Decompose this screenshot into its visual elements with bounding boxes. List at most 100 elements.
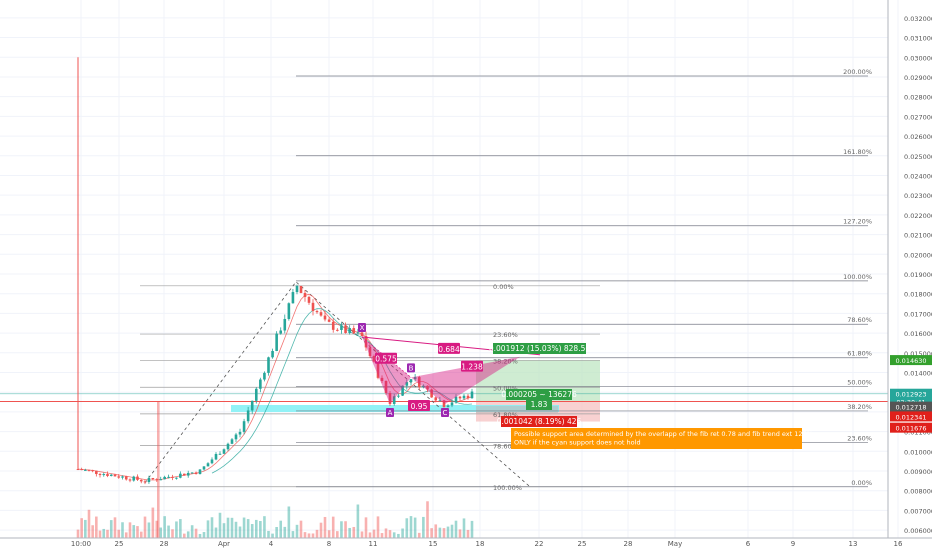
volume-bar: [218, 512, 222, 538]
volume-bar: [139, 531, 143, 538]
target-label: 0.001912 (15.03%) 828.56: [489, 344, 590, 353]
volume-bar: [190, 525, 194, 538]
candle-body: [271, 350, 274, 358]
fib-ret-label: 38.20%: [493, 358, 518, 366]
ratio-label: 1.83: [531, 400, 548, 409]
candle-body: [430, 389, 433, 398]
volume-bar: [113, 517, 117, 538]
volume-bar: [171, 529, 174, 538]
candle-body: [206, 463, 210, 467]
candle-body: [348, 328, 351, 334]
price-tick-label: 0.020000: [904, 251, 932, 259]
candle-body: [291, 292, 295, 304]
candle-body: [254, 388, 258, 401]
candle-body: [417, 377, 421, 388]
candle-body: [470, 391, 474, 399]
candle-body: [230, 439, 234, 444]
volume-bar: [368, 532, 372, 538]
volume-bar: [430, 528, 433, 538]
fib-ext-label: 38.20%: [847, 403, 872, 411]
volume-bar: [470, 520, 474, 538]
pattern-ratio-label: 0.95: [411, 402, 428, 411]
volume-bar: [405, 518, 409, 538]
candle-body: [384, 380, 388, 394]
volume-bar: [102, 528, 106, 538]
candle-body: [259, 379, 262, 389]
candle-body: [91, 470, 94, 472]
candle-body: [462, 395, 466, 399]
volume-bar: [450, 524, 454, 538]
candle-body: [299, 285, 303, 293]
pattern-point-badge: [358, 323, 366, 333]
candle-body: [121, 476, 124, 478]
price-badge-label: 0.012341: [895, 413, 926, 421]
pattern-point-label: A: [388, 409, 393, 417]
volume-bar: [401, 528, 404, 538]
candle-body: [132, 476, 136, 481]
price-tick-label: 0.022000: [904, 212, 932, 220]
volume-bar: [98, 530, 102, 538]
price-axis: 0.032000 0.031000 0.030000 0.029000 0.028000…: [887, 0, 932, 538]
entry-zone: [476, 405, 558, 413]
time-tick-label: 28: [624, 540, 633, 548]
fib-ext-label: 50.00%: [847, 378, 872, 386]
fib-ret-label: 100.00%: [493, 484, 522, 492]
candle-body: [446, 405, 450, 408]
candle-body: [242, 421, 246, 432]
candle-body: [450, 402, 454, 406]
overlays: 0.001912 (15.03%) 828.56 0.000205 ~ 13627…: [489, 343, 813, 449]
support-zone: [231, 405, 559, 413]
candle-body: [171, 476, 174, 478]
price-tick-label: 0.024000: [904, 172, 932, 180]
volume-bar: [397, 533, 400, 538]
time-tick-label: 10:00: [71, 540, 91, 548]
volume-bar: [422, 516, 425, 538]
candle-body: [352, 328, 356, 334]
volume-bar: [202, 532, 206, 538]
candle-body: [422, 385, 425, 388]
volume-bar: [315, 529, 319, 538]
volume-bar: [344, 521, 347, 538]
volume-bar: [319, 522, 323, 538]
candle-body: [175, 477, 178, 479]
candle-body: [263, 372, 266, 380]
candle-body: [124, 476, 128, 480]
volume-bar: [198, 533, 202, 538]
time-tick-label: 9: [791, 540, 795, 548]
candle-body: [438, 400, 442, 402]
candle-body: [303, 292, 307, 297]
candle-body: [319, 312, 323, 316]
volume-bar: [175, 521, 178, 538]
time-axis: 10:00 25 28 Apr 4 8 11 15 18 22 25 28 May 6 9 13 16: [0, 537, 932, 548]
price-tick-label: 0.025000: [904, 153, 932, 161]
price-tick-label: 0.031000: [904, 35, 932, 43]
volume-bar: [186, 531, 190, 538]
candle-body: [246, 410, 250, 422]
time-tick-label: 22: [535, 540, 544, 548]
price-tick-label: 0.006000: [904, 527, 932, 535]
volume-bar: [372, 529, 376, 538]
volume-bar: [263, 516, 266, 538]
candle-body: [222, 449, 226, 454]
stop-label-bg: [501, 416, 577, 427]
price-tick-label: 0.026000: [904, 133, 932, 141]
price-tick-label: 0.015000: [904, 350, 932, 358]
candle-body: [163, 476, 166, 480]
time-tick-label: May: [668, 540, 682, 548]
volume-bar: [287, 506, 291, 538]
candle-body: [80, 469, 83, 471]
volume-bar: [182, 533, 186, 538]
pattern-ratio-badge: [438, 342, 460, 354]
candle-body: [458, 396, 462, 399]
candles: [76, 57, 474, 485]
candle-body: [194, 472, 198, 475]
pattern-ratio-badge: [375, 352, 397, 364]
volume-bar: [117, 529, 121, 538]
volume-bar: [279, 520, 283, 538]
volume-bar: [106, 529, 109, 538]
volume-bar: [275, 526, 278, 538]
volume-bar: [356, 504, 360, 538]
volume-bar: [91, 525, 94, 538]
volume-bar: [159, 527, 163, 538]
